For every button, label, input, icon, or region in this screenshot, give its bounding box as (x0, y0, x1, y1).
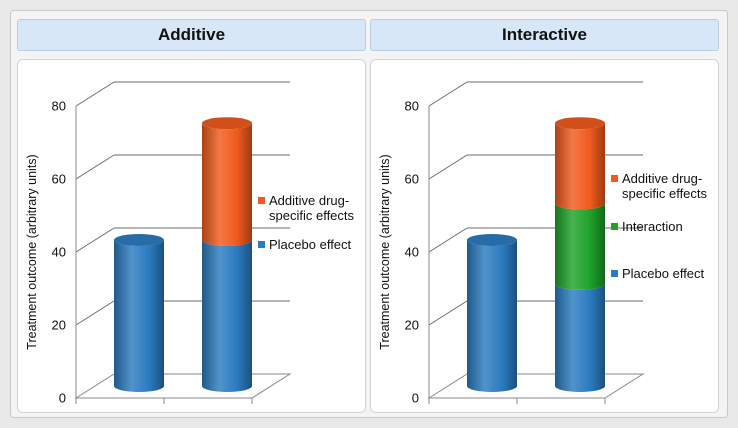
bar-top-cap (202, 117, 252, 130)
legend-label: specific effects (622, 186, 708, 201)
legend-swatch (611, 270, 618, 277)
panel-title-interactive: Interactive (501, 25, 588, 44)
chart-panel-interactive: Treatment outcome (arbitrary units) 0 20 40… (370, 59, 719, 413)
legend-label: Placebo effect (622, 266, 705, 281)
legend-label: specific effects (269, 208, 355, 223)
chart-additive: Treatment outcome (arbitrary units) 0 20 40… (25, 81, 355, 406)
panel-title-additive: Additive (157, 25, 226, 44)
gridline-diagonal (428, 300, 468, 326)
chart-panel-additive: Treatment outcome (arbitrary units) 0 20 40… (17, 59, 366, 413)
bar-top-cap (114, 234, 164, 246)
gridline-diagonal (75, 154, 115, 180)
legend-swatch (258, 241, 265, 248)
legend-label: Additive drug- (622, 171, 702, 186)
gridline-diagonal (428, 227, 468, 253)
bar-segment-additive-drug-specific-effects (555, 123, 605, 210)
y-tick-label: 80 (52, 99, 66, 114)
legend-label: Placebo effect (269, 237, 352, 252)
y-tick-label: 60 (52, 172, 66, 187)
gridline-diagonal (428, 154, 468, 180)
y-tick-label: 0 (59, 391, 66, 406)
legend-label: Interaction (622, 219, 683, 234)
gridline-diagonal (75, 81, 115, 107)
legend-swatch (611, 223, 618, 230)
y-axis-label: Treatment outcome (arbitrary units) (25, 154, 39, 349)
bar-segment-placebo-effect (467, 240, 517, 392)
legend-label: Additive drug- (269, 193, 349, 208)
chart-floor (74, 373, 292, 399)
gridline-diagonal (75, 300, 115, 326)
legend-swatch (258, 197, 265, 204)
gridline-diagonal (428, 81, 468, 107)
bar-segment-placebo-effect (202, 240, 252, 392)
figure-frame: Additive Interactive Treatment outcome (… (10, 10, 728, 418)
y-tick-label: 0 (412, 391, 419, 406)
y-axis-label: Treatment outcome (arbitrary units) (378, 154, 392, 349)
bar-segment-interaction (555, 203, 605, 290)
y-tick-label: 60 (405, 172, 419, 187)
y-tick-label: 40 (405, 245, 419, 260)
chart-floor (427, 373, 645, 399)
panel-header-additive: Additive (17, 19, 366, 51)
bar-top-cap (467, 234, 517, 246)
y-tick-label: 20 (405, 318, 419, 333)
y-tick-label: 40 (52, 245, 66, 260)
panel-header-interactive: Interactive (370, 19, 719, 51)
gridline-diagonal (75, 227, 115, 253)
legend-swatch (611, 175, 618, 182)
bar-top-cap (555, 117, 605, 130)
bar-segment-additive-drug-specific-effects (202, 123, 252, 246)
bar-segment-placebo-effect (114, 240, 164, 392)
y-tick-label: 80 (405, 99, 419, 114)
y-tick-label: 20 (52, 318, 66, 333)
chart-interactive: Treatment outcome (arbitrary units) 0 20 40… (378, 81, 708, 406)
bar-segment-placebo-effect (555, 283, 605, 392)
